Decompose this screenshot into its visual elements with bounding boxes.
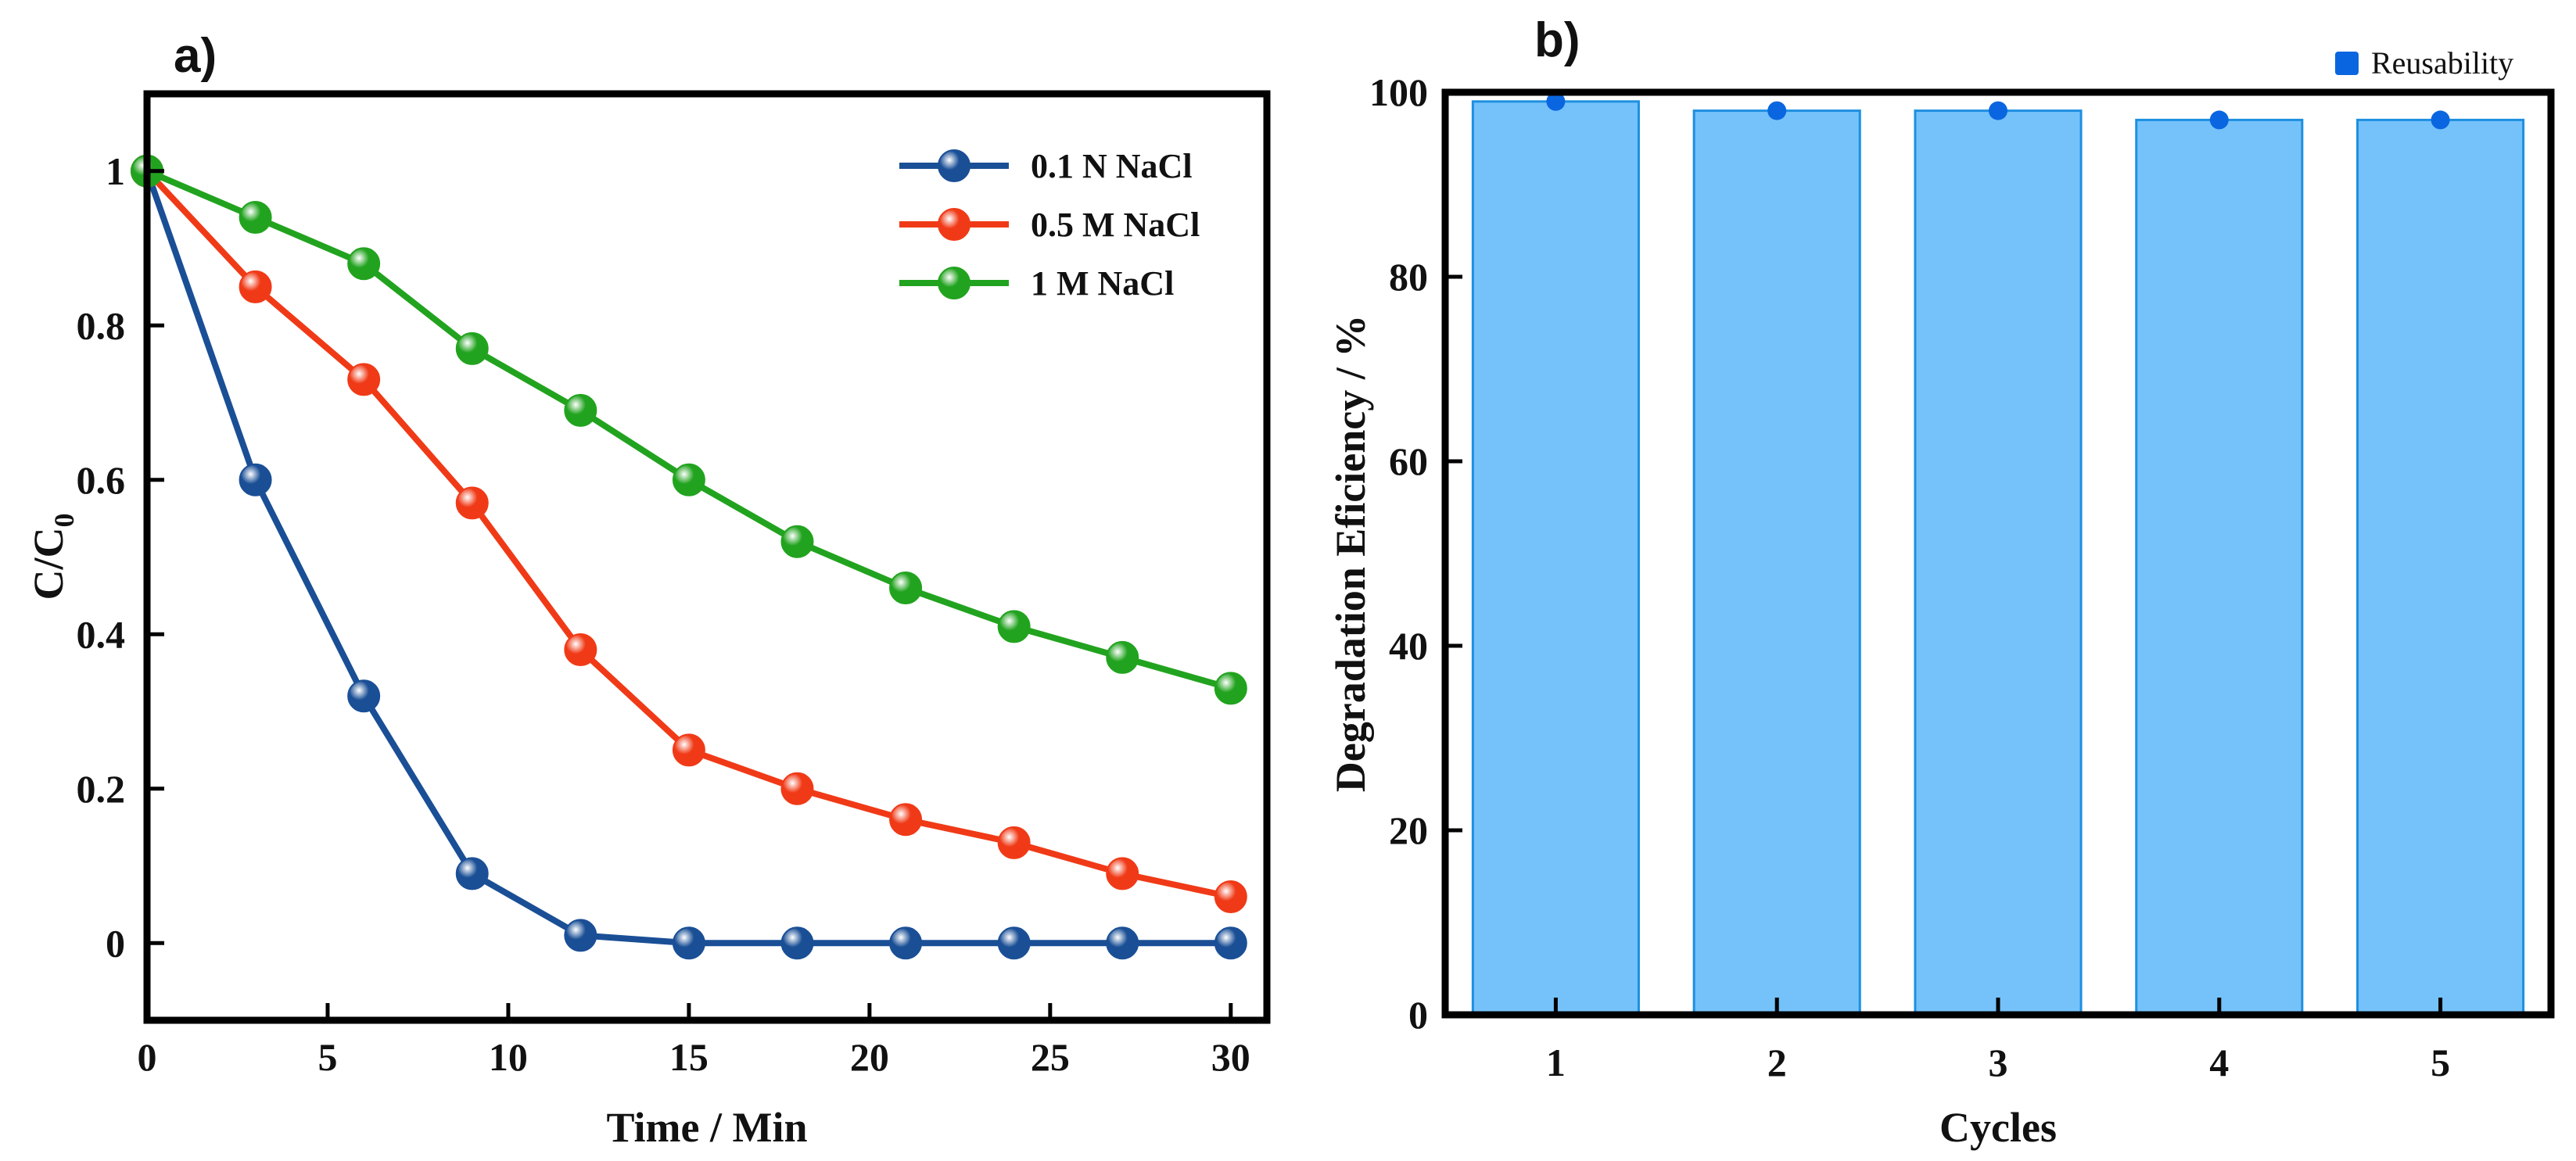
panel-b-x-tick-label: 1 — [1546, 1041, 1566, 1084]
panel-a-data-point-0-5-m-nacl — [889, 803, 923, 837]
panel-a-y-tick-label: 0.2 — [77, 767, 126, 811]
panel-b-y-tick-label: 0 — [1408, 993, 1428, 1037]
panel-a-data-point-0-1-n-nacl — [1214, 926, 1247, 960]
panel-b-data-point-cycle-2 — [1767, 101, 1787, 120]
panel-a-data-point-1-m-nacl — [889, 572, 923, 604]
panel-b-legend: Reusability — [2335, 45, 2513, 81]
panel-a-x-tick-label: 25 — [1031, 1035, 1070, 1079]
panel-a-y-axis-title-main: C/C — [25, 528, 72, 600]
panel-a-y-tick-label: 0 — [106, 921, 125, 965]
panel-b-legend-marker — [2335, 52, 2359, 75]
panel-a-y-tick-label: 0.6 — [77, 458, 126, 502]
panel-a-data-point-0-1-n-nacl — [1106, 926, 1139, 960]
panel-a-legend-marker-0-1-n-nacl — [938, 149, 970, 182]
panel-b-bar-cycle-4 — [2135, 118, 2304, 1016]
panel-b-x-axis-title: Cycles — [1939, 1104, 2057, 1151]
panel-b-x-tick-label: 5 — [2431, 1041, 2450, 1084]
panel-a-legend-label-1-m-nacl: 1 M NaCl — [1031, 264, 1174, 303]
panel-b-bar-chart: b) 1 2 3 4 5 0 20 40 60 80 100 Cycles Degradation … — [1327, 13, 2555, 1151]
panel-b-legend-label: Reusability — [2371, 45, 2513, 81]
panel-a-label: a) — [174, 29, 217, 83]
panel-b-label: b) — [1534, 13, 1580, 67]
panel-a-data-point-0-1-n-nacl — [455, 857, 489, 890]
panel-a-legend-marker-0-5-m-nacl — [938, 208, 970, 241]
panel-b-y-tick-label: 20 — [1389, 808, 1428, 852]
panel-a-data-point-0-5-m-nacl — [564, 633, 597, 666]
panel-a-y-tick-label: 0.4 — [77, 612, 126, 656]
panel-a-x-tick-label: 10 — [489, 1035, 528, 1079]
panel-b-bar-cycle-2 — [1692, 109, 1861, 1016]
panel-a-data-point-0-1-n-nacl — [347, 679, 381, 713]
panel-a-x-tick-label: 15 — [669, 1035, 709, 1079]
panel-b-y-tick-label: 60 — [1389, 439, 1428, 483]
panel-a-data-point-0-1-n-nacl — [239, 463, 272, 496]
panel-a-y-axis-title: C/C0 — [25, 514, 80, 600]
panel-b-data-point-cycle-3 — [1989, 101, 2007, 120]
panel-a-legend: 0.1 N NaCl 0.5 M NaCl 1 M NaCl — [899, 147, 1200, 303]
panel-a-data-point-1-m-nacl — [1214, 672, 1247, 705]
panel-a-legend-label-0-5-m-nacl: 0.5 M NaCl — [1031, 206, 1200, 244]
panel-b-data-point-cycle-5 — [2431, 110, 2450, 130]
panel-a-y-axis-title-subscript: 0 — [48, 514, 80, 528]
panel-a-x-tick-label: 30 — [1211, 1035, 1250, 1079]
panel-a-legend-label-0-1-n-nacl: 0.1 N NaCl — [1031, 147, 1193, 185]
panel-a-data-point-0-5-m-nacl — [455, 486, 489, 520]
panel-b-bar-cycle-5 — [2356, 118, 2525, 1016]
panel-a-data-point-0-1-n-nacl — [889, 926, 923, 960]
panel-a-data-point-0-5-m-nacl — [1106, 857, 1139, 890]
panel-b-y-tick-label: 40 — [1389, 624, 1428, 668]
panel-a-data-point-0-1-n-nacl — [564, 919, 597, 952]
panel-b-x-tick-label: 2 — [1767, 1041, 1787, 1084]
panel-a-line-chart: a) 0 5 10 15 20 25 30 0 0.2 0.4 0.6 0.8 1 Time / Min… — [25, 29, 1271, 1151]
panel-b-bar-cycle-3 — [1914, 109, 2083, 1016]
panel-a-data-point-0-1-n-nacl — [672, 926, 705, 960]
panel-a-data-point-1-m-nacl — [564, 393, 597, 427]
panel-a-data-point-0-1-n-nacl — [780, 926, 814, 960]
panel-b-y-tick-label: 80 — [1389, 255, 1428, 299]
panel-b-y-tick-label: 100 — [1369, 70, 1428, 114]
panel-a-series-line-1-m-nacl — [145, 168, 1232, 692]
panel-a-data-point-1-m-nacl — [997, 610, 1031, 643]
panel-b-data-point-cycle-1 — [1546, 91, 1566, 111]
panel-a-data-point-0-5-m-nacl — [1214, 880, 1247, 913]
panel-a-plot-frame — [143, 90, 1271, 1024]
panel-a-data-point-1-m-nacl — [672, 463, 705, 496]
panel-a-data-point-0-5-m-nacl — [347, 363, 381, 396]
panel-a-x-tick-label: 0 — [138, 1035, 157, 1079]
panel-a-y-tick-label: 1 — [106, 149, 125, 193]
panel-a-data-point-1-m-nacl — [455, 331, 489, 365]
panel-a-data-point-1-m-nacl — [347, 247, 381, 281]
panel-a-data-point-0-5-m-nacl — [672, 733, 705, 767]
panel-b-x-tick-label: 3 — [1989, 1041, 2008, 1084]
panel-a-data-point-1-m-nacl — [239, 201, 272, 234]
panel-a-data-point-0-5-m-nacl — [239, 270, 272, 303]
panel-a-data-point-1-m-nacl — [1106, 640, 1139, 674]
panel-a-y-tick-label: 0.8 — [77, 303, 126, 347]
panel-a-data-point-0-5-m-nacl — [780, 772, 814, 805]
panel-b-bar-cycle-1 — [1471, 100, 1640, 1016]
panel-a-x-tick-label: 5 — [318, 1035, 337, 1079]
panel-a-data-point-1-m-nacl — [780, 525, 814, 558]
panel-a-legend-marker-1-m-nacl — [938, 267, 970, 299]
panel-a-data-point-0-5-m-nacl — [997, 826, 1031, 859]
panel-a-data-point-0-1-n-nacl — [997, 926, 1031, 960]
panel-b-y-axis-title: Degradation Eficiency / % — [1327, 315, 1374, 792]
panel-a-x-axis-title: Time / Min — [606, 1104, 807, 1151]
panel-a-x-tick-label: 20 — [850, 1035, 889, 1079]
panel-b-x-tick-label: 4 — [2209, 1041, 2229, 1084]
panel-b-data-point-cycle-4 — [2209, 110, 2229, 130]
